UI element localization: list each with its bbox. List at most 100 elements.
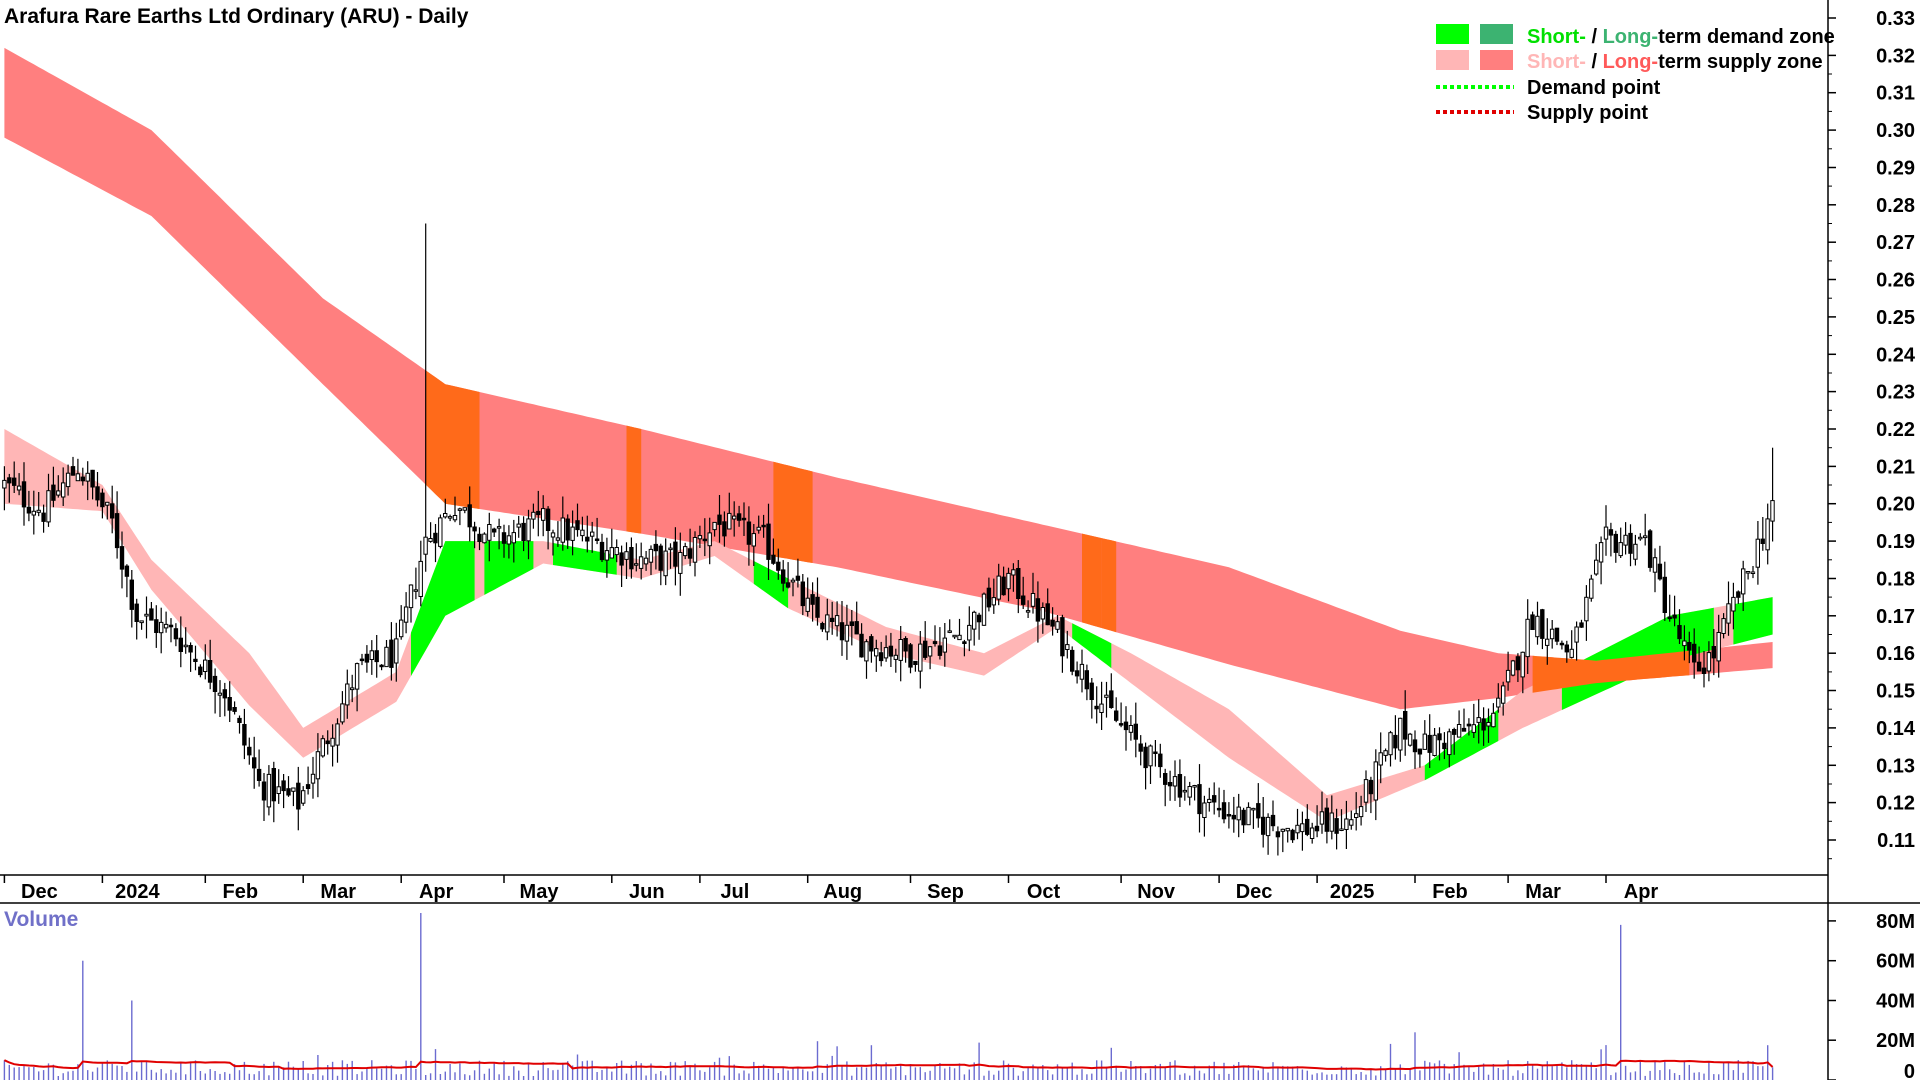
candle-body bbox=[521, 522, 526, 542]
candle-body bbox=[80, 476, 85, 482]
candle-body bbox=[1329, 812, 1334, 832]
candle-body bbox=[1074, 670, 1080, 677]
candle-body bbox=[443, 513, 448, 518]
time-tick-label: Mar bbox=[320, 881, 356, 903]
candle-body bbox=[1584, 596, 1589, 622]
candle-body bbox=[1251, 807, 1256, 811]
candle-body bbox=[1515, 656, 1521, 671]
candle-body bbox=[1540, 609, 1545, 639]
candle-body bbox=[310, 773, 316, 784]
candle-body bbox=[1060, 617, 1065, 657]
candle-body bbox=[452, 515, 458, 521]
candle-body bbox=[795, 575, 801, 581]
candle-body bbox=[663, 550, 668, 577]
candle-body bbox=[1476, 717, 1481, 723]
candle-body bbox=[178, 637, 184, 653]
candle-body bbox=[1579, 622, 1584, 628]
candle-body bbox=[957, 634, 962, 641]
candle-body bbox=[1505, 669, 1511, 683]
price-tick-label: 0.11 bbox=[1877, 830, 1915, 852]
candle-body bbox=[771, 554, 776, 564]
candle-body bbox=[1172, 776, 1178, 787]
candle-body bbox=[1643, 535, 1648, 539]
overlap-segment-0 bbox=[425, 370, 480, 509]
candle-body bbox=[46, 490, 51, 523]
candle-body bbox=[1358, 806, 1364, 818]
candle-body bbox=[830, 617, 835, 622]
candle-body bbox=[1496, 697, 1501, 708]
candle-body bbox=[1300, 823, 1305, 833]
candle-body bbox=[1745, 571, 1751, 574]
legend-swatch-short-supply bbox=[1436, 50, 1469, 70]
candle-body bbox=[1755, 538, 1760, 568]
candle-body bbox=[266, 773, 272, 808]
candle-body bbox=[1652, 557, 1658, 573]
legend-row2-sep: / bbox=[1586, 51, 1603, 73]
candle-body bbox=[1187, 786, 1192, 798]
candle-body bbox=[75, 473, 81, 482]
candle-body bbox=[634, 563, 639, 566]
candle-body bbox=[296, 782, 301, 810]
volume-tick-label: 40M bbox=[1876, 991, 1915, 1013]
candle-body bbox=[531, 511, 536, 520]
candle-body bbox=[1491, 712, 1496, 728]
candle-body bbox=[1589, 578, 1594, 599]
candle-body bbox=[643, 557, 649, 565]
candle-body bbox=[550, 532, 556, 538]
candle-body bbox=[692, 537, 698, 563]
price-tick-label: 0.23 bbox=[1876, 382, 1915, 404]
candle-body bbox=[1070, 649, 1075, 672]
candle-body bbox=[418, 560, 423, 598]
candle-body bbox=[1770, 500, 1775, 522]
candle-body bbox=[198, 666, 203, 676]
candle-body bbox=[1314, 825, 1320, 832]
candle-body bbox=[134, 603, 139, 622]
candle-body bbox=[741, 517, 747, 521]
candle-body bbox=[1001, 576, 1006, 596]
candle-body bbox=[541, 508, 546, 521]
candle-body bbox=[1574, 626, 1579, 643]
volume-axis-ticks: 80M 60M 40M 20M 0 bbox=[1828, 911, 1915, 1083]
candle-body bbox=[281, 780, 286, 792]
candle-body bbox=[325, 740, 330, 745]
candle-body bbox=[61, 482, 66, 498]
candle-body bbox=[1197, 784, 1202, 815]
candle-body bbox=[1549, 628, 1555, 640]
time-tick-label: Apr bbox=[419, 881, 454, 903]
candle-body bbox=[1148, 745, 1153, 767]
candle-body bbox=[981, 593, 987, 626]
candle-body bbox=[800, 581, 805, 607]
candle-body bbox=[1040, 607, 1045, 620]
candle-body bbox=[286, 788, 291, 796]
candle-body bbox=[599, 541, 605, 561]
candle-body bbox=[242, 724, 247, 746]
candle-body bbox=[1339, 828, 1344, 831]
candle-body bbox=[354, 663, 360, 690]
legend-row1-long: Long- bbox=[1603, 26, 1659, 48]
candle-body bbox=[56, 490, 61, 496]
candle-body bbox=[1236, 806, 1241, 821]
candle-body bbox=[555, 537, 561, 541]
candle-body bbox=[1319, 811, 1325, 825]
overlap-zone bbox=[425, 370, 1690, 693]
candle-body bbox=[1050, 619, 1055, 627]
candle-body bbox=[1261, 816, 1266, 835]
candle-body bbox=[746, 521, 752, 545]
candle-body bbox=[604, 550, 610, 561]
candle-body bbox=[16, 485, 22, 491]
candle-body bbox=[1383, 750, 1388, 756]
candle-body bbox=[1363, 779, 1369, 803]
candle-body bbox=[1207, 798, 1212, 804]
candle-body bbox=[1535, 615, 1540, 638]
candle-body bbox=[207, 660, 213, 683]
candle-body bbox=[433, 532, 438, 544]
candle-body bbox=[585, 536, 590, 542]
candle-body bbox=[413, 589, 419, 592]
candle-body bbox=[477, 533, 482, 542]
candle-body bbox=[648, 548, 654, 563]
legend-row-supply-point: Supply point bbox=[1527, 102, 1648, 124]
candle-body bbox=[1520, 651, 1525, 678]
candle-body bbox=[893, 654, 898, 660]
candle-body bbox=[1192, 785, 1197, 788]
candle-body bbox=[394, 638, 399, 664]
